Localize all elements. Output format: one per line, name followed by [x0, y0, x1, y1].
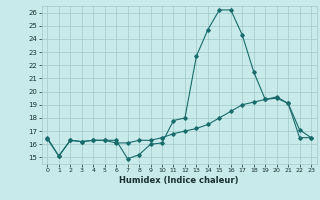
X-axis label: Humidex (Indice chaleur): Humidex (Indice chaleur) [119, 176, 239, 185]
